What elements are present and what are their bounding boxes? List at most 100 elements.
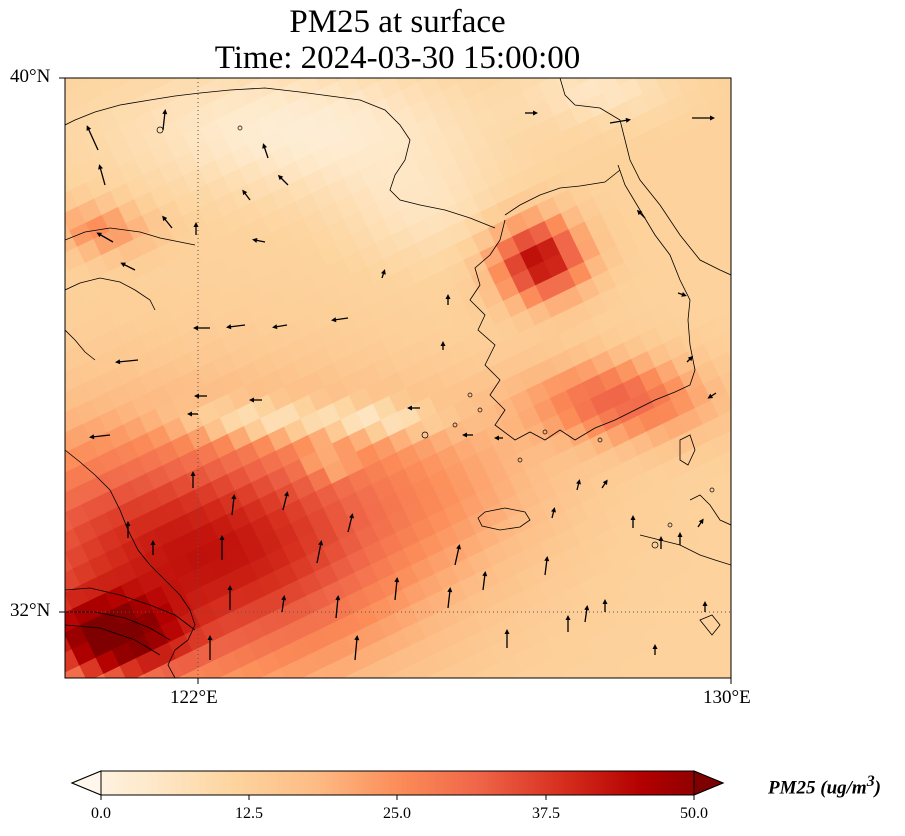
wind-arrow-head (394, 577, 400, 583)
wind-arrow-head (162, 215, 168, 222)
wind-arrow-head (120, 262, 126, 268)
wind-arrow-head (249, 397, 254, 403)
wind-arrow-head (636, 209, 643, 216)
wind-arrow (584, 607, 588, 623)
wind-arrow-head (207, 635, 213, 640)
map-title: PM25 at surface (289, 4, 506, 40)
wind-arrow (117, 359, 139, 363)
wind-arrow-head (190, 471, 196, 476)
coastline (65, 78, 731, 678)
wind-arrow (354, 637, 358, 661)
wind-arrow-head (707, 393, 714, 399)
x-tick-122e: 122°E (170, 687, 218, 708)
wind-arrow-head (533, 110, 538, 116)
wind-arrow-head (98, 164, 103, 170)
wind-arrow-head (698, 518, 704, 525)
wind-arrow-head (193, 325, 198, 331)
wind-vectors (86, 109, 717, 661)
wind-arrow (544, 558, 548, 576)
wind-arrow-head (318, 540, 324, 546)
wind-arrow (333, 317, 349, 321)
wind-arrow (347, 515, 353, 533)
wind-arrow-head (504, 629, 510, 634)
wind-arrow-head (702, 601, 708, 606)
wind-arrow-head (630, 515, 636, 520)
wind-arrow (231, 496, 235, 516)
wind-arrow (228, 324, 246, 328)
wind-arrow-head (226, 324, 232, 330)
wind-arrow-head (551, 507, 556, 513)
wind-arrow-head (281, 595, 287, 601)
wind-arrow (274, 324, 288, 328)
wind-arrow-head (584, 605, 590, 611)
wind-arrow (482, 573, 486, 591)
wind-arrow-head (96, 232, 102, 238)
wind-arrow-head (658, 536, 664, 541)
wind-arrow-head (219, 535, 225, 540)
wind-arrow (99, 166, 106, 186)
wind-arrow-head (625, 117, 631, 123)
wind-arrow-head (440, 341, 446, 346)
wind-arrow-head (380, 269, 386, 275)
wind-arrow-head (652, 644, 658, 649)
wind-arrow (281, 597, 285, 613)
wind-arrow-head (602, 479, 608, 486)
wind-arrow-head (277, 174, 284, 181)
wind-arrow-head (576, 479, 581, 485)
wind-arrow-head (150, 540, 156, 545)
wind-arrow-head (494, 435, 499, 441)
wind-arrow-head (187, 411, 192, 417)
wind-arrow-head (565, 615, 571, 620)
wind-arrow-head (86, 125, 92, 131)
wind-arrow-head (89, 434, 95, 440)
wind-arrow (263, 145, 269, 159)
wind-arrow-head (272, 324, 278, 330)
pm25-field (65, 78, 731, 678)
wind-arrow (98, 233, 114, 243)
wind-arrow-head (349, 513, 354, 519)
wind-arrow (162, 111, 166, 131)
wind-arrow-head (242, 189, 248, 196)
wind-arrow-head (602, 599, 608, 604)
colorbar (70, 770, 725, 800)
wind-arrow-head (447, 587, 453, 593)
colorbar-tick-1: 12.5 (235, 805, 263, 822)
y-tick-40n: 40°N (10, 66, 51, 87)
wind-arrow-head (456, 544, 462, 550)
wind-arrow-head (194, 393, 199, 399)
wind-arrow-head (115, 359, 121, 365)
colorbar-tick-0: 0.0 (91, 805, 111, 822)
wind-arrow-head (231, 494, 237, 500)
wind-arrow-head (462, 432, 467, 438)
wind-arrow-head (284, 491, 289, 497)
colorbar-tick-2: 25.0 (383, 805, 411, 822)
gridlines (65, 78, 731, 678)
wind-arrow (335, 597, 339, 619)
x-tick-130e: 130°E (703, 687, 751, 708)
wind-arrow (394, 579, 398, 601)
wind-arrow-head (335, 595, 341, 601)
y-tick-32n: 32°N (10, 600, 51, 621)
wind-arrow-head (482, 571, 488, 577)
wind-arrow (282, 493, 288, 511)
wind-arrow (91, 434, 111, 438)
wind-arrow (87, 127, 99, 151)
wind-arrow (447, 589, 451, 609)
wind-arrow-head (331, 317, 337, 323)
colorbar-tick-3: 37.5 (532, 805, 560, 822)
map-frame (64, 77, 732, 679)
colorbar-tick-4: 50.0 (680, 805, 708, 822)
wind-arrow (454, 546, 460, 566)
wind-arrow-head (227, 585, 233, 590)
wind-arrow-head (262, 143, 268, 149)
wind-arrow-head (407, 405, 412, 411)
wind-arrow-head (687, 355, 694, 362)
wind-arrow-head (710, 115, 715, 121)
wind-arrow (163, 217, 173, 229)
wind-arrow-head (252, 237, 258, 243)
colorbar-label: PM25 (ug/m3) (768, 773, 881, 799)
wind-arrow-head (354, 635, 360, 641)
wind-arrow (122, 263, 136, 271)
wind-arrow-head (445, 294, 451, 299)
